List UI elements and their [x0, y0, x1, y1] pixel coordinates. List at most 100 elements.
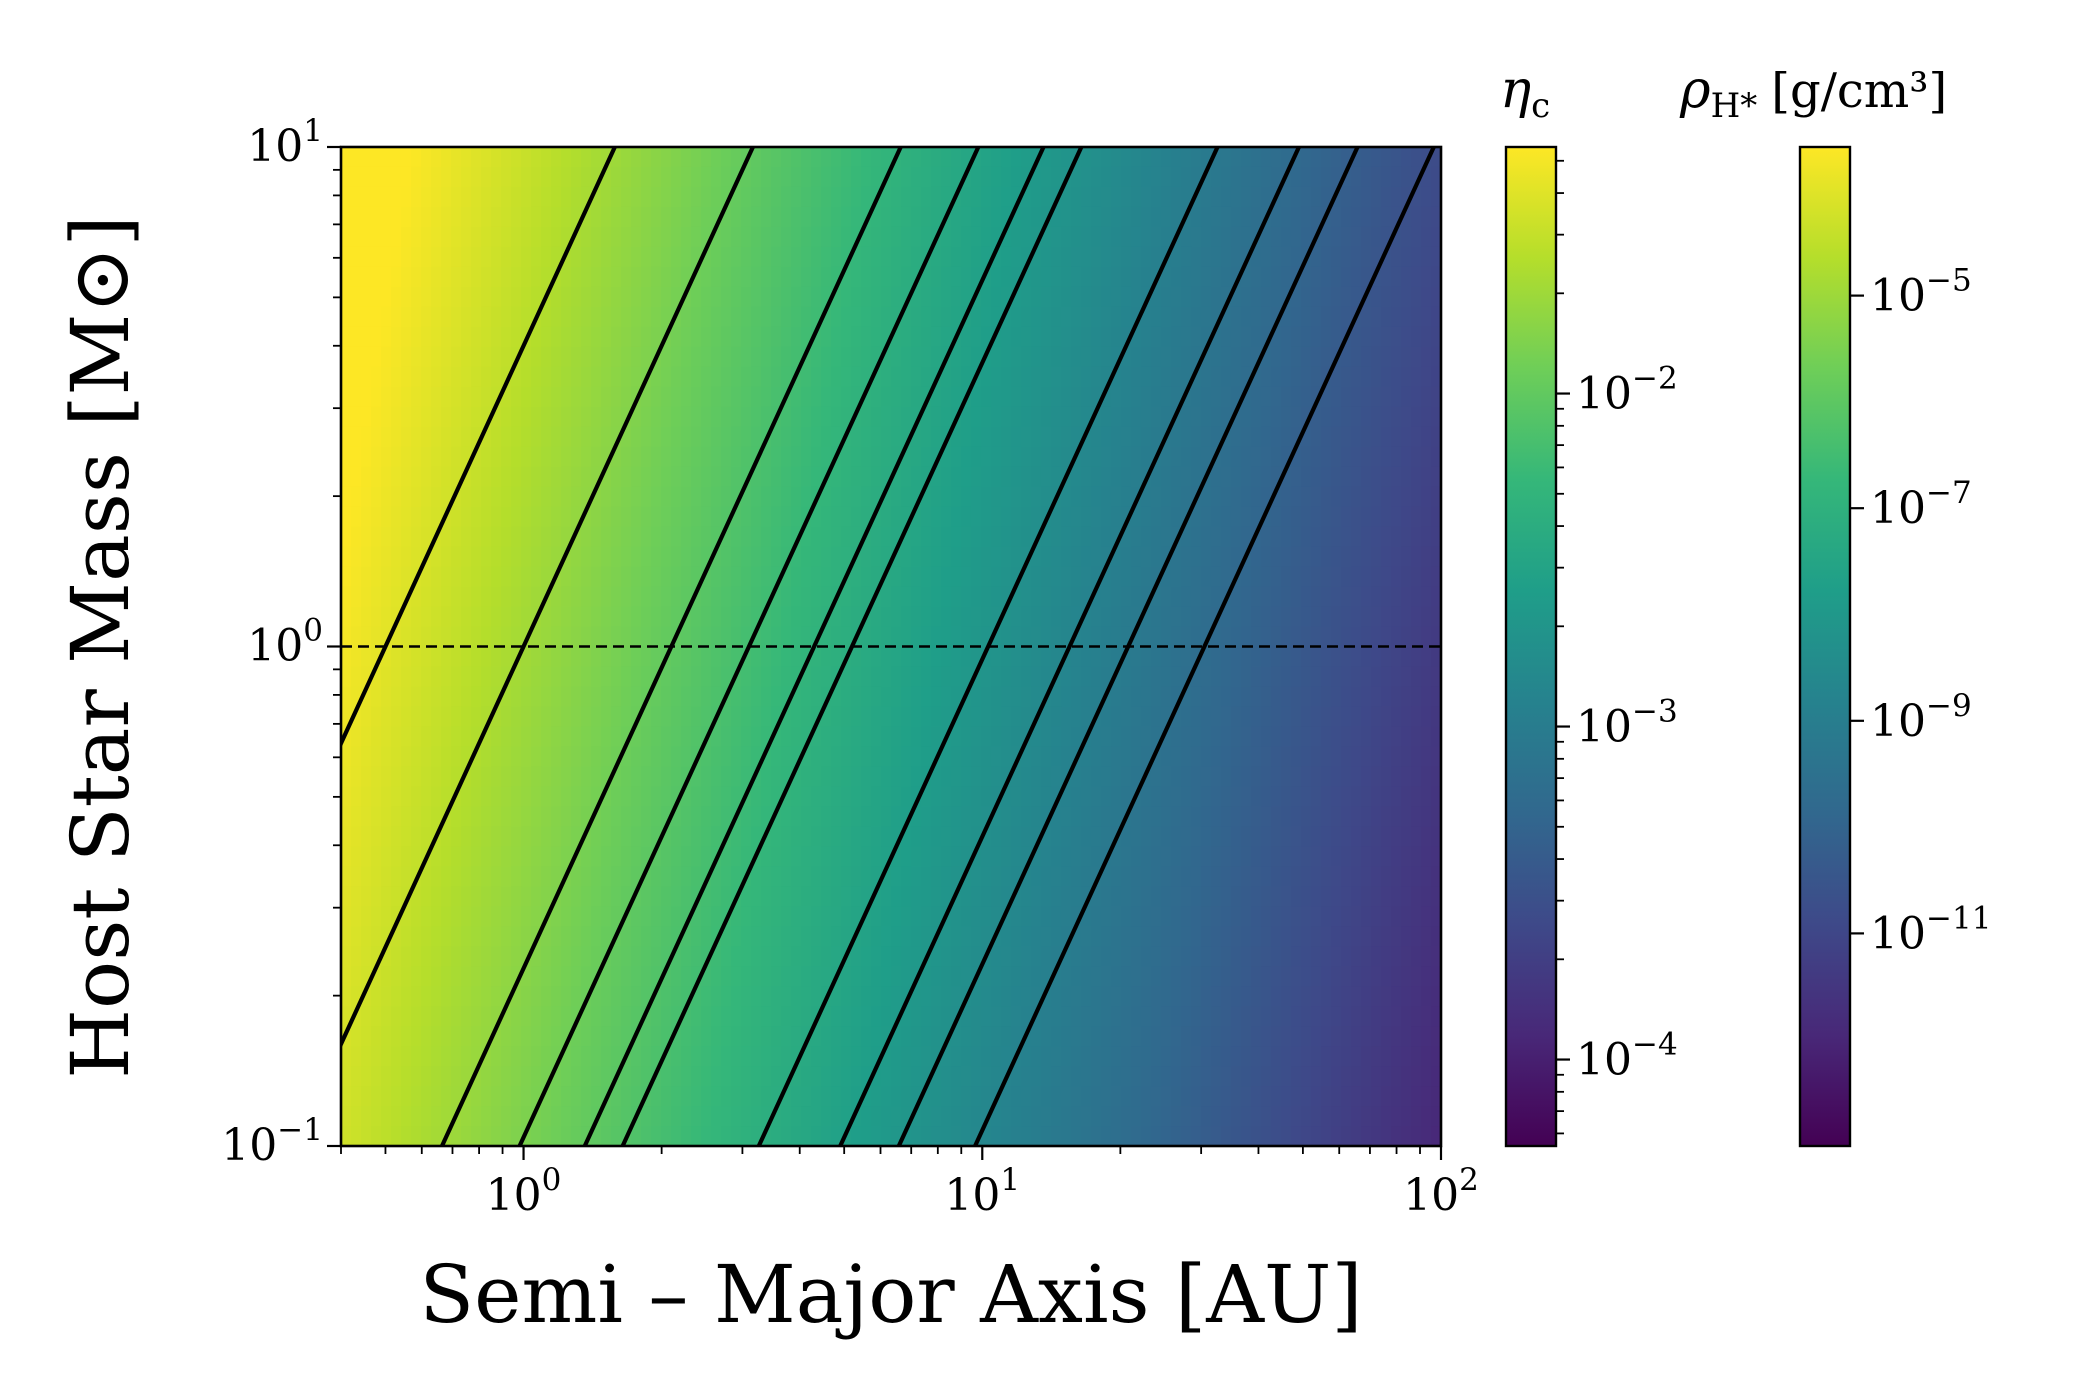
heatmap-cell	[1331, 466, 1342, 488]
heatmap-cell	[391, 1026, 402, 1047]
heatmap-cell	[901, 1026, 912, 1047]
heatmap-cell	[741, 626, 752, 648]
heatmap-cell	[991, 1026, 1002, 1047]
heatmap-cell	[471, 226, 482, 248]
heatmap-cell	[531, 166, 542, 188]
heatmap-cell	[611, 486, 622, 508]
heatmap-cell	[411, 506, 422, 528]
heatmap-cell	[441, 666, 452, 688]
heatmap-cell	[1071, 326, 1082, 348]
heatmap-cell	[851, 786, 862, 808]
heatmap-cell	[1161, 766, 1172, 788]
heatmap-cell	[861, 786, 872, 808]
heatmap-cell	[551, 666, 562, 688]
heatmap-cell	[911, 926, 922, 947]
heatmap-cell	[381, 906, 392, 928]
heatmap-cell	[631, 186, 642, 208]
heatmap-cell	[641, 426, 652, 448]
heatmap-cell	[731, 746, 742, 768]
heatmap-cell	[481, 666, 492, 688]
heatmap-cell	[1181, 546, 1192, 568]
heatmap-cell	[1101, 786, 1112, 808]
heatmap-cell	[751, 246, 762, 268]
heatmap-cell	[1081, 406, 1092, 428]
heatmap-cell	[961, 946, 972, 967]
heatmap-cell	[371, 966, 382, 987]
heatmap-cell	[771, 826, 782, 848]
heatmap-cell	[851, 1006, 862, 1027]
heatmap-cell	[1391, 846, 1402, 868]
heatmap-cell	[821, 1026, 832, 1047]
heatmap-cell	[1101, 446, 1112, 468]
heatmap-cell	[621, 826, 632, 848]
heatmap-cell	[581, 1026, 592, 1047]
heatmap-cell	[661, 966, 672, 987]
heatmap-cell	[1181, 286, 1192, 308]
heatmap-cell	[621, 566, 632, 588]
heatmap-cell	[341, 866, 352, 888]
heatmap-cell	[1181, 147, 1192, 168]
heatmap-cell	[371, 346, 382, 368]
heatmap-cell	[911, 526, 922, 548]
heatmap-cell	[681, 986, 692, 1007]
heatmap-cell	[1191, 306, 1202, 328]
heatmap-cell	[561, 806, 572, 828]
heatmap-cell	[571, 526, 582, 548]
heatmap-cell	[1231, 946, 1242, 967]
heatmap-cell	[501, 466, 512, 488]
heatmap-cell	[931, 566, 942, 588]
heatmap-cell	[1431, 526, 1441, 548]
heatmap-cell	[791, 346, 802, 368]
heatmap-cell	[1361, 606, 1372, 628]
heatmap-cell	[1281, 306, 1292, 328]
heatmap-cell	[821, 906, 832, 928]
heatmap-cell	[591, 326, 602, 348]
heatmap-cell	[501, 366, 512, 388]
heatmap-cell	[971, 826, 982, 848]
heatmap-cell	[891, 526, 902, 548]
heatmap-cell	[421, 1006, 432, 1027]
heatmap-cell	[1051, 626, 1062, 648]
heatmap-cell	[481, 806, 492, 828]
heatmap-cell	[1341, 366, 1352, 388]
heatmap-cell	[731, 1046, 742, 1067]
heatmap-cell	[711, 506, 722, 528]
heatmap-cell	[591, 366, 602, 388]
heatmap-cell	[931, 266, 942, 288]
heatmap-cell	[1271, 806, 1282, 828]
heatmap-cell	[761, 966, 772, 987]
heatmap-cell	[541, 806, 552, 828]
heatmap-cell	[981, 566, 992, 588]
heatmap-cell	[911, 446, 922, 468]
heatmap-cell	[921, 606, 932, 628]
heatmap-cell	[1201, 646, 1212, 668]
heatmap-cell	[881, 306, 892, 328]
heatmap-cell	[681, 506, 692, 528]
heatmap-cell	[551, 1046, 562, 1067]
heatmap-cell	[1111, 166, 1122, 188]
heatmap-cell	[561, 326, 572, 348]
heatmap-cell	[1221, 646, 1232, 668]
heatmap-cell	[1391, 386, 1402, 408]
heatmap-cell	[1151, 766, 1162, 788]
heatmap-cell	[381, 726, 392, 748]
heatmap-cell	[911, 746, 922, 768]
heatmap-cell	[1421, 866, 1432, 888]
heatmap-cell	[631, 486, 642, 508]
heatmap-cell	[1061, 286, 1072, 308]
heatmap-cell	[681, 386, 692, 408]
heatmap-cell	[561, 466, 572, 488]
heatmap-cell	[501, 746, 512, 768]
heatmap-cell	[1131, 426, 1142, 448]
heatmap-cell	[641, 606, 652, 628]
heatmap-cell	[701, 1006, 712, 1027]
heatmap-cell	[611, 446, 622, 468]
heatmap-cell	[431, 486, 442, 508]
heatmap-cell	[801, 746, 812, 768]
heatmap-cell	[381, 986, 392, 1007]
heatmap-cell	[1161, 706, 1172, 728]
heatmap-cell	[1231, 226, 1242, 248]
heatmap-cell	[471, 866, 482, 888]
heatmap-cell	[691, 726, 702, 748]
heatmap-cell	[1081, 506, 1092, 528]
